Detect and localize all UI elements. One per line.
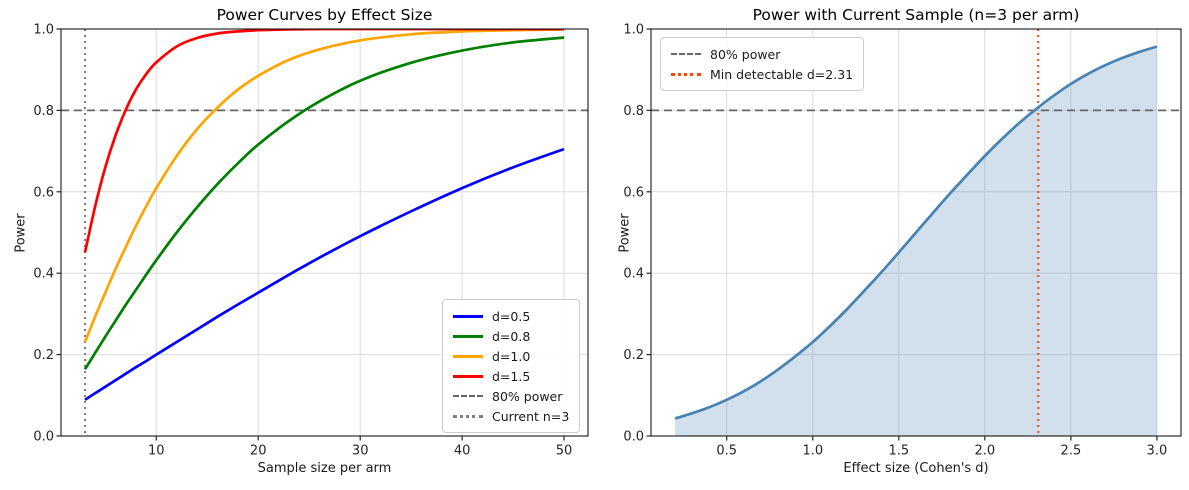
legend-item-d-1-5: d=1.5 bbox=[453, 366, 569, 386]
line-sample-d-0-5-icon bbox=[453, 314, 483, 318]
axes-spines bbox=[60, 28, 589, 437]
left-y-axis-label: Power bbox=[13, 213, 29, 253]
legend-item-min-detectable-d: Min detectable d=2.31 bbox=[671, 64, 853, 84]
series-line-d-1-0 bbox=[83, 29, 565, 343]
legend-item-d-1-0: d=1.0 bbox=[453, 346, 569, 366]
legend-label: 80% power bbox=[710, 46, 781, 62]
series-line-d-1-5 bbox=[83, 29, 564, 253]
legend-item-80-power: 80% power bbox=[453, 386, 569, 406]
x-tick-label: 20 bbox=[250, 444, 267, 459]
legend-label: d=1.5 bbox=[492, 368, 531, 384]
legend-label: d=1.0 bbox=[492, 348, 531, 364]
right-y-axis-label: Power bbox=[617, 213, 633, 253]
dashed-line-sample-icon bbox=[453, 395, 483, 397]
left-chart-title: Power Curves by Effect Size bbox=[216, 6, 433, 24]
left-legend: d=0.5 d=0.8 d=1.0 d=1.5 80% power Curren… bbox=[442, 299, 581, 433]
y-tick-label: 0.8 bbox=[33, 104, 54, 119]
x-tick-label: 10 bbox=[148, 444, 165, 459]
y-tick-label: 0.2 bbox=[33, 348, 54, 363]
line-sample-d-0-8-icon bbox=[453, 334, 483, 338]
legend-label: d=0.5 bbox=[492, 308, 531, 324]
right-chart-title: Power with Current Sample (n=3 per arm) bbox=[752, 6, 1080, 24]
left-x-axis-label: Sample size per arm bbox=[257, 461, 392, 476]
dashed-line-sample-icon bbox=[671, 53, 701, 55]
x-tick-label: 2.0 bbox=[974, 444, 995, 459]
series-line-d-0-5 bbox=[84, 147, 565, 401]
x-tick-label: 50 bbox=[556, 444, 573, 459]
x-tick-label: 3.0 bbox=[1147, 444, 1168, 459]
power-area-fill bbox=[675, 46, 1157, 436]
right-x-axis-label: Effect size (Cohen's d) bbox=[843, 461, 989, 476]
y-tick-label: 0.0 bbox=[623, 430, 644, 445]
legend-item-80-power: 80% power bbox=[671, 44, 853, 64]
legend-label: Current n=3 bbox=[492, 408, 570, 424]
y-tick-label: 1.0 bbox=[33, 23, 54, 38]
y-tick-label: 0.6 bbox=[33, 185, 54, 200]
right-legend: 80% power Min detectable d=2.31 bbox=[660, 37, 865, 91]
legend-item-d-0-8: d=0.8 bbox=[453, 326, 569, 346]
y-tick-label: 1.0 bbox=[623, 23, 644, 38]
legend-item-d-0-5: d=0.5 bbox=[453, 306, 569, 326]
y-tick-label: 0.8 bbox=[623, 104, 644, 119]
axes-spines bbox=[650, 28, 1182, 437]
x-tick-label: 0.5 bbox=[716, 444, 737, 459]
y-tick-label: 0.4 bbox=[33, 267, 54, 282]
legend-label: d=0.8 bbox=[492, 328, 531, 344]
x-tick-label: 1.5 bbox=[888, 444, 909, 459]
x-tick-label: 30 bbox=[352, 444, 369, 459]
x-tick-label: 40 bbox=[454, 444, 471, 459]
legend-item-current-n-3: Current n=3 bbox=[453, 406, 569, 426]
line-sample-d-1-5-icon bbox=[453, 374, 483, 378]
y-tick-label: 0.0 bbox=[33, 430, 54, 445]
series-line-power-curve bbox=[674, 45, 1158, 420]
y-tick-label: 0.4 bbox=[623, 267, 644, 282]
legend-label: 80% power bbox=[492, 388, 563, 404]
y-tick-label: 0.6 bbox=[623, 185, 644, 200]
dotted-line-sample-icon bbox=[453, 414, 483, 418]
x-tick-label: 1.0 bbox=[802, 444, 823, 459]
x-tick-label: 2.5 bbox=[1061, 444, 1082, 459]
series-line-d-0-8 bbox=[83, 36, 565, 370]
line-sample-d-1-0-icon bbox=[453, 354, 483, 358]
y-tick-label: 0.2 bbox=[623, 348, 644, 363]
dotted-line-sample-icon bbox=[671, 72, 701, 76]
legend-label: Min detectable d=2.31 bbox=[710, 66, 854, 82]
